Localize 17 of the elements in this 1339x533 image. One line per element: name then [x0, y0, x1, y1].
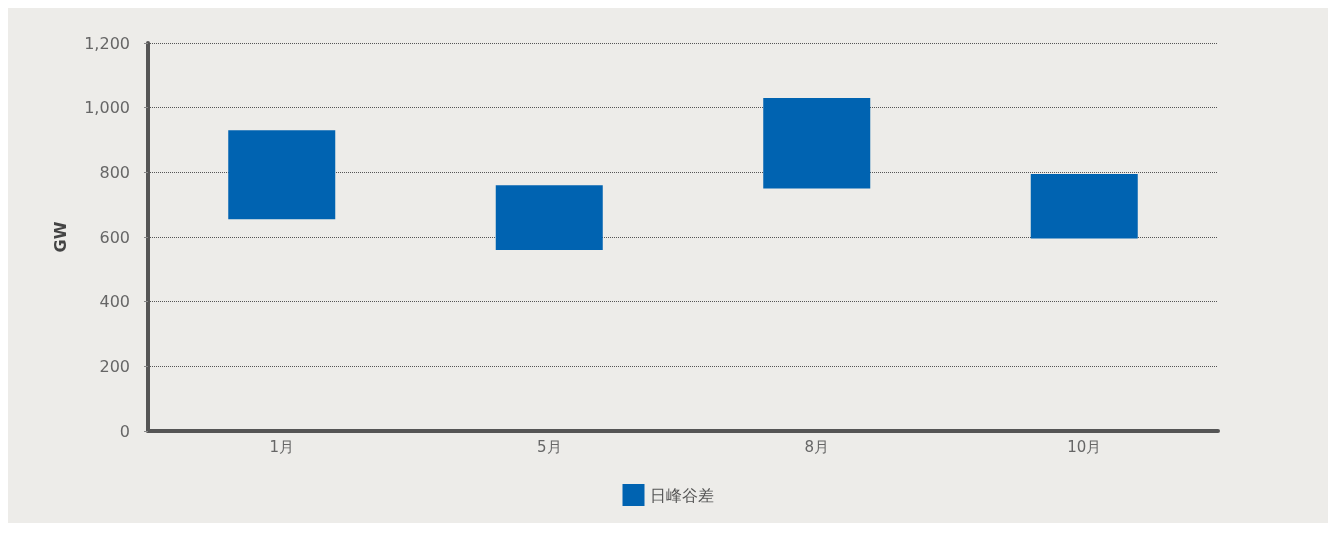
x-tick-label: 5月 — [536, 437, 562, 456]
x-tick-label: 10月 — [1067, 437, 1102, 456]
bar — [228, 130, 336, 220]
bar — [495, 185, 603, 250]
y-tick-label: 0 — [119, 421, 130, 441]
y-tick-label: 600 — [99, 227, 130, 247]
bar — [1030, 173, 1138, 239]
x-tick-label: 1月 — [269, 437, 295, 456]
y-tick-label: 1,000 — [84, 98, 130, 118]
bar — [763, 97, 871, 189]
y-axis-title: GW — [50, 221, 70, 253]
y-tick-label: 400 — [99, 292, 130, 312]
y-tick-label: 1,200 — [84, 33, 130, 53]
legend-label: 日峰谷差 — [649, 485, 714, 505]
y-tick-label: 800 — [99, 162, 130, 182]
x-tick-label: 8月 — [804, 437, 830, 456]
y-tick-label: 200 — [99, 356, 130, 376]
